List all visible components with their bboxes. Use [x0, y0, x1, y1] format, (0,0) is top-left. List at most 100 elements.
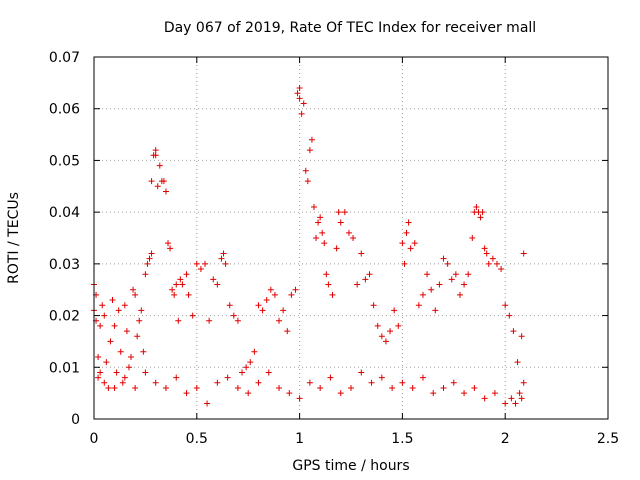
data-point	[348, 384, 354, 391]
data-point	[152, 152, 159, 159]
data-point	[234, 384, 241, 391]
x-tick-label: 2	[501, 431, 510, 447]
data-point	[234, 317, 241, 324]
data-point	[115, 307, 122, 314]
data-point	[471, 384, 478, 391]
data-point	[152, 379, 159, 386]
data-point	[276, 317, 283, 324]
data-point	[405, 219, 412, 226]
axis-ticks	[93, 56, 609, 420]
data-point	[461, 390, 468, 397]
data-point	[97, 322, 104, 329]
data-points	[91, 85, 527, 407]
data-point	[214, 379, 221, 386]
data-point	[483, 250, 490, 257]
data-point	[306, 147, 313, 154]
data-point	[128, 353, 135, 360]
data-point	[142, 369, 149, 376]
data-point	[210, 276, 217, 283]
data-point	[481, 395, 488, 402]
x-tick-label: 1	[295, 431, 304, 447]
data-point	[313, 235, 320, 241]
data-point	[469, 235, 476, 241]
data-point	[440, 384, 447, 391]
data-point	[485, 260, 492, 267]
data-point	[119, 379, 126, 386]
data-point	[493, 260, 500, 267]
data-point	[473, 203, 480, 210]
grid-lines	[94, 57, 608, 419]
data-point	[516, 390, 523, 397]
y-tick-label: 0.01	[49, 360, 80, 376]
data-point	[514, 359, 521, 366]
data-point	[411, 240, 418, 247]
data-point	[202, 260, 209, 267]
y-axis-label: ROTI / TECUs	[6, 192, 22, 284]
data-point	[510, 328, 517, 335]
data-point	[518, 395, 525, 402]
data-point	[99, 302, 106, 309]
data-point	[251, 348, 258, 355]
data-point	[456, 291, 463, 298]
x-tick-labels: 0 0.5 1 1.5 2 2.5	[90, 431, 620, 447]
data-point	[193, 384, 200, 391]
y-tick-label: 0.06	[49, 102, 80, 118]
data-point	[292, 286, 299, 293]
data-point	[197, 266, 204, 273]
data-point	[255, 379, 262, 386]
data-point	[123, 328, 130, 335]
data-point	[255, 302, 262, 309]
data-point	[179, 281, 186, 288]
data-point	[107, 338, 114, 345]
data-point	[136, 317, 143, 324]
data-point	[243, 364, 250, 371]
data-point	[502, 302, 509, 309]
data-point	[132, 384, 139, 391]
data-point	[95, 353, 102, 360]
data-point	[101, 379, 108, 386]
data-point	[308, 136, 315, 143]
data-point	[403, 229, 410, 236]
data-point	[491, 390, 498, 397]
data-point	[430, 390, 437, 397]
data-point	[288, 291, 295, 298]
data-point	[162, 188, 169, 195]
data-point	[520, 250, 527, 257]
data-point	[337, 219, 344, 226]
data-point	[148, 178, 155, 185]
y-tick-label: 0.02	[49, 309, 80, 325]
data-point	[109, 297, 116, 304]
data-point	[95, 374, 102, 381]
data-point	[489, 255, 496, 262]
data-point	[368, 379, 375, 386]
data-point	[294, 90, 301, 97]
data-point	[105, 384, 112, 391]
data-point	[185, 291, 192, 298]
data-point	[138, 307, 145, 314]
data-point	[306, 379, 313, 386]
data-point	[113, 369, 120, 376]
y-tick-label: 0.04	[49, 205, 80, 221]
data-point	[479, 209, 486, 216]
data-point	[97, 369, 104, 376]
y-tick-label: 0.05	[49, 153, 80, 169]
y-tick-label: 0.03	[49, 257, 80, 273]
x-tick-label: 0.5	[186, 431, 208, 447]
data-point	[502, 400, 509, 407]
data-point	[409, 384, 416, 391]
data-point	[183, 271, 190, 278]
data-point	[335, 209, 342, 216]
data-point	[304, 178, 311, 185]
y-tick-label: 0.07	[49, 50, 80, 66]
data-point	[465, 271, 472, 278]
data-point	[389, 384, 396, 391]
data-point	[323, 271, 330, 278]
data-point	[450, 379, 457, 386]
data-point	[358, 369, 365, 376]
data-point	[354, 281, 361, 288]
data-point	[329, 291, 336, 298]
data-point	[218, 255, 225, 262]
data-point	[518, 333, 525, 340]
x-tick-label: 2.5	[597, 431, 619, 447]
data-point	[481, 245, 488, 252]
